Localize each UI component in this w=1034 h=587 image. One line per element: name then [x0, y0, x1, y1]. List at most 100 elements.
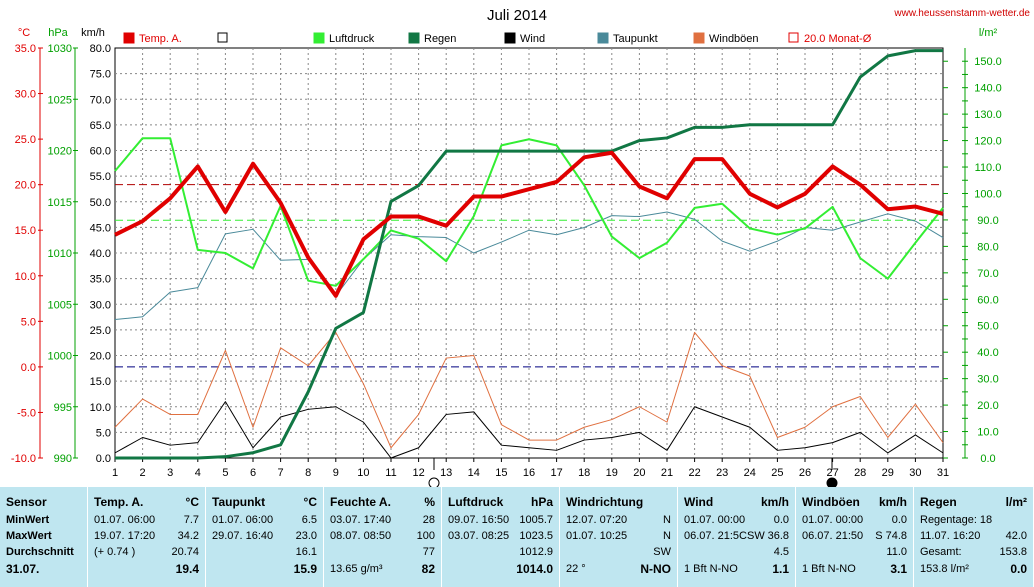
footer-value: 3.1 [890, 562, 907, 576]
series-line-windb-en [114, 331, 944, 449]
row-label: 01.07. 06:00 [94, 514, 156, 526]
table-row: 11.0 [802, 544, 907, 560]
table-header: Temp. A. °C [94, 495, 199, 509]
x-tick-label: 8 [305, 467, 311, 479]
legend-label: Wind [520, 33, 545, 45]
row-value: 0.0 [773, 514, 789, 526]
col-title: Temp. A. [94, 495, 144, 509]
x-tick-label: 29 [882, 467, 894, 479]
table-header: Windböen km/h [802, 495, 907, 509]
temp-tick-label: 20.0 [15, 180, 36, 192]
table-footer-row: 1 Bft N-NO 1.1 [684, 561, 789, 577]
table-row: 01.07. 06:00 6.5 [212, 512, 317, 528]
x-tick-label: 28 [854, 467, 866, 479]
x-tick-label: 4 [195, 467, 201, 479]
row-label: (+ 0.74 ) [94, 546, 136, 558]
row-label: 08.07. 08:50 [330, 530, 392, 542]
row-label: 01.07. 06:00 [212, 514, 274, 526]
rain-axis-unit: l/m² [979, 27, 998, 39]
wind-tick-label: 65.0 [90, 120, 111, 132]
table-row: 06.07. 21:5CSW 36.8 [684, 528, 789, 544]
wind-axis-unit: km/h [81, 27, 105, 39]
table-row: Durchschnitt [6, 544, 81, 560]
wind-tick-label: 55.0 [90, 171, 111, 183]
x-tick-label: 15 [495, 467, 507, 479]
footer-value: 0.0 [1010, 562, 1027, 576]
x-tick-label: 18 [578, 467, 590, 479]
table-col-windb-en: Windböen km/h 01.07. 00:00 0.0 06.07. 21:50 S… [796, 487, 914, 587]
wind-tick-label: 45.0 [90, 222, 111, 234]
table-row: SW [566, 544, 671, 560]
legend-swatch [123, 32, 135, 44]
table-row: 19.07. 17:20 34.2 [94, 528, 199, 544]
row-label: 01.07. 00:00 [802, 514, 864, 526]
x-tick-label: 9 [333, 467, 339, 479]
table-row: 08.07. 08:50 100 [330, 528, 435, 544]
table-col-regen: Regen l/m² Regentage: 18 11.07. 16:20 42.0 Ge… [914, 487, 1034, 587]
weather-chart: Juli 2014 www.heussenstamm-wetter.de °C hPa… [11, 7, 1030, 487]
pressure-tick-label: 1015 [48, 197, 72, 209]
temp-tick-label: 0.0 [21, 362, 36, 374]
legend-swatch [313, 32, 325, 44]
footer-value: 1014.0 [516, 562, 553, 576]
row-label: 09.07. 16:50 [448, 514, 510, 526]
rain-tick-label: 110.0 [975, 162, 1002, 174]
row-value: 0.0 [891, 514, 907, 526]
series-line-regen [115, 49, 943, 460]
row-value: S 74.8 [875, 530, 907, 542]
row-value: 77 [422, 546, 435, 558]
row-label: 19.07. 17:20 [94, 530, 156, 542]
row-value: 16.1 [295, 546, 317, 558]
x-tick-label: 25 [771, 467, 783, 479]
row-value: 34.2 [177, 530, 199, 542]
row-label: Gesamt: [920, 546, 962, 558]
table-header: Taupunkt °C [212, 495, 317, 509]
row-label: 06.07. 21:50 [802, 530, 864, 542]
pressure-tick-label: 1010 [48, 248, 72, 260]
table-row: 01.07. 10:25 N [566, 528, 671, 544]
footer-label: 1 Bft N-NO [684, 563, 738, 575]
wind-tick-label: 40.0 [90, 248, 111, 260]
website-link: www.heussenstamm-wetter.de [893, 8, 1030, 19]
x-tick-label: 20 [633, 467, 645, 479]
table-row: 77 [330, 544, 435, 560]
legend-swatch [693, 32, 705, 44]
table-row: 03.07. 08:25 1023.5 [448, 528, 553, 544]
series-line-temp-a- [114, 150, 944, 298]
table-row: Regentage: 18 [920, 512, 1027, 528]
rain-tick-label: 120.0 [974, 136, 1002, 148]
footer-label: 22 ° [566, 563, 586, 575]
temp-tick-label: 15.0 [15, 225, 36, 237]
table-row: Gesamt: 153.8 [920, 544, 1027, 560]
legend-label: Luftdruck [329, 33, 375, 45]
pressure-tick-label: 1020 [48, 146, 72, 158]
table-header: Windrichtung [566, 495, 671, 509]
table-row: 4.5 [684, 544, 789, 560]
row-value: 100 [416, 530, 435, 542]
legend-swatch [408, 32, 420, 44]
table-row: (+ 0.74 ) 20.74 [94, 544, 199, 560]
col-unit: % [424, 495, 435, 509]
footer-value: N-NO [640, 562, 671, 576]
series-line-luftdruck [114, 137, 944, 287]
table-footer-row: 15.9 [212, 561, 317, 577]
x-tick-label: 1 [112, 467, 118, 479]
row-label: Durchschnitt [6, 546, 74, 558]
wind-tick-label: 80.0 [90, 43, 111, 55]
col-unit: l/m² [1005, 495, 1027, 509]
table-footer-row: 31.07. [6, 561, 81, 577]
row-value: 28 [422, 514, 435, 526]
x-tick-label: 12 [412, 467, 424, 479]
x-tick-label: 31 [937, 467, 949, 479]
table-row: 1012.9 [448, 544, 553, 560]
pressure-axis-unit: hPa [48, 27, 68, 39]
row-label: MaxWert [6, 530, 52, 542]
x-tick-label: 3 [167, 467, 173, 479]
footer-label: 1 Bft N-NO [802, 563, 856, 575]
table-row: MinWert [6, 512, 81, 528]
row-label: 06.07. 21:5CSW [684, 530, 765, 542]
row-value: SW [653, 546, 671, 558]
rain-tick-label: 30.0 [977, 374, 998, 386]
table-row: 16.1 [212, 544, 317, 560]
